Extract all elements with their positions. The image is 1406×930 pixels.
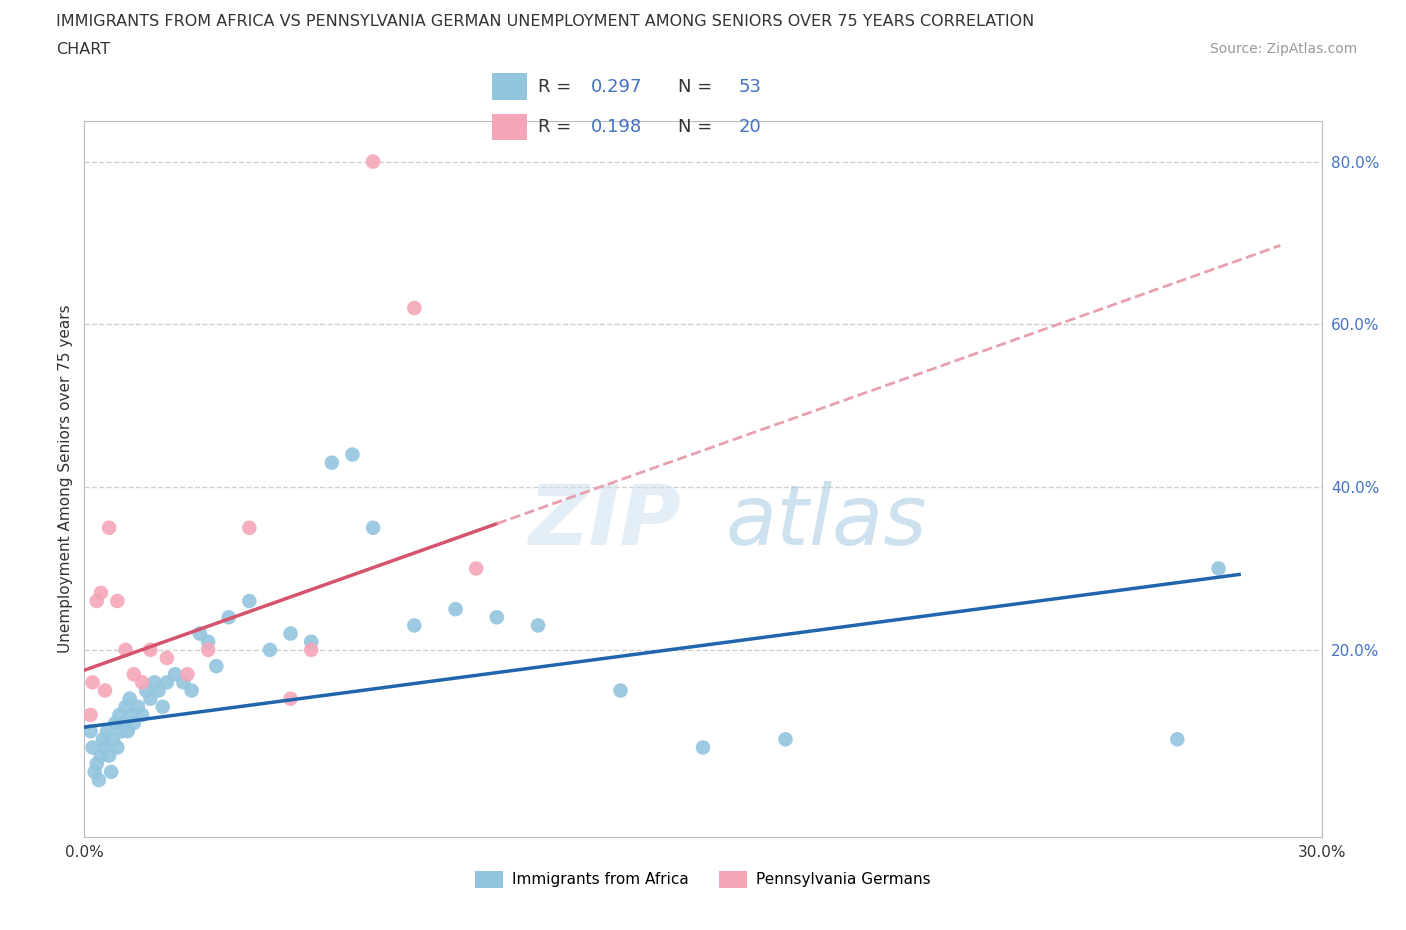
Point [98, 521, 121, 536]
Text: 0.198: 0.198 [591, 118, 641, 136]
Point [218, 610, 240, 625]
Point [100, 764, 122, 779]
Point [148, 683, 170, 698]
Text: IMMIGRANTS FROM AFRICA VS PENNSYLVANIA GERMAN UNEMPLOYMENT AMONG SENIORS OVER 75: IMMIGRANTS FROM AFRICA VS PENNSYLVANIA G… [56, 14, 1035, 29]
Point [87, 773, 110, 788]
Text: N =: N = [678, 118, 718, 136]
Point [114, 643, 136, 658]
Point [143, 675, 166, 690]
FancyBboxPatch shape [492, 113, 527, 140]
Point [172, 675, 194, 690]
Point [775, 732, 797, 747]
Point [90, 748, 112, 763]
Point [485, 610, 508, 625]
Point [98, 748, 121, 763]
Text: R =: R = [538, 78, 576, 96]
Point [180, 683, 202, 698]
Point [139, 691, 162, 706]
Point [342, 447, 364, 462]
Point [105, 740, 128, 755]
Point [122, 716, 145, 731]
Point [361, 154, 384, 169]
Text: R =: R = [538, 118, 576, 136]
Point [121, 708, 143, 723]
Point [404, 618, 426, 633]
Point [609, 683, 631, 698]
Point [188, 626, 211, 641]
Point [152, 699, 174, 714]
Point [156, 651, 179, 666]
Point [321, 456, 343, 471]
Text: CHART: CHART [56, 42, 110, 57]
Point [176, 667, 198, 682]
Text: 20: 20 [738, 118, 761, 136]
Point [86, 756, 108, 771]
Point [90, 586, 112, 601]
Point [299, 634, 322, 649]
Point [197, 634, 219, 649]
Point [105, 593, 128, 608]
Point [165, 667, 187, 682]
Point [131, 675, 153, 690]
Point [156, 675, 179, 690]
Point [118, 691, 141, 706]
Point [1208, 561, 1230, 576]
Point [131, 708, 153, 723]
Point [1166, 732, 1188, 747]
Point [79, 708, 101, 723]
Point [299, 643, 322, 658]
Point [259, 643, 281, 658]
Point [117, 724, 139, 738]
Point [122, 667, 145, 682]
Point [692, 740, 714, 755]
Text: 53: 53 [738, 78, 761, 96]
Point [444, 602, 467, 617]
Point [527, 618, 550, 633]
Point [238, 593, 260, 608]
Point [91, 732, 114, 747]
Point [96, 724, 118, 738]
Point [465, 561, 488, 576]
Text: Source: ZipAtlas.com: Source: ZipAtlas.com [1209, 42, 1357, 56]
Text: atlas: atlas [725, 482, 928, 563]
Point [139, 643, 162, 658]
Point [94, 683, 117, 698]
Point [94, 740, 117, 755]
FancyBboxPatch shape [492, 73, 527, 100]
Point [135, 683, 157, 698]
Point [280, 626, 302, 641]
Point [103, 732, 125, 747]
Point [238, 521, 260, 536]
Point [82, 740, 104, 755]
Point [280, 691, 302, 706]
Point [82, 675, 104, 690]
Point [79, 724, 101, 738]
Legend: Immigrants from Africa, Pennsylvania Germans: Immigrants from Africa, Pennsylvania Ger… [470, 865, 936, 894]
Point [104, 716, 127, 731]
Text: 0.0%: 0.0% [65, 845, 104, 860]
Point [108, 708, 131, 723]
Point [404, 300, 426, 315]
Text: 30.0%: 30.0% [1298, 845, 1346, 860]
Point [112, 716, 135, 731]
Point [114, 699, 136, 714]
Point [361, 521, 384, 536]
Text: 0.297: 0.297 [591, 78, 643, 96]
Point [110, 724, 132, 738]
Point [127, 699, 149, 714]
Text: ZIP: ZIP [527, 482, 681, 563]
Point [83, 764, 105, 779]
Point [86, 593, 108, 608]
Point [197, 643, 219, 658]
Point [205, 658, 228, 673]
Text: N =: N = [678, 78, 718, 96]
Y-axis label: Unemployment Among Seniors over 75 years: Unemployment Among Seniors over 75 years [58, 305, 73, 653]
